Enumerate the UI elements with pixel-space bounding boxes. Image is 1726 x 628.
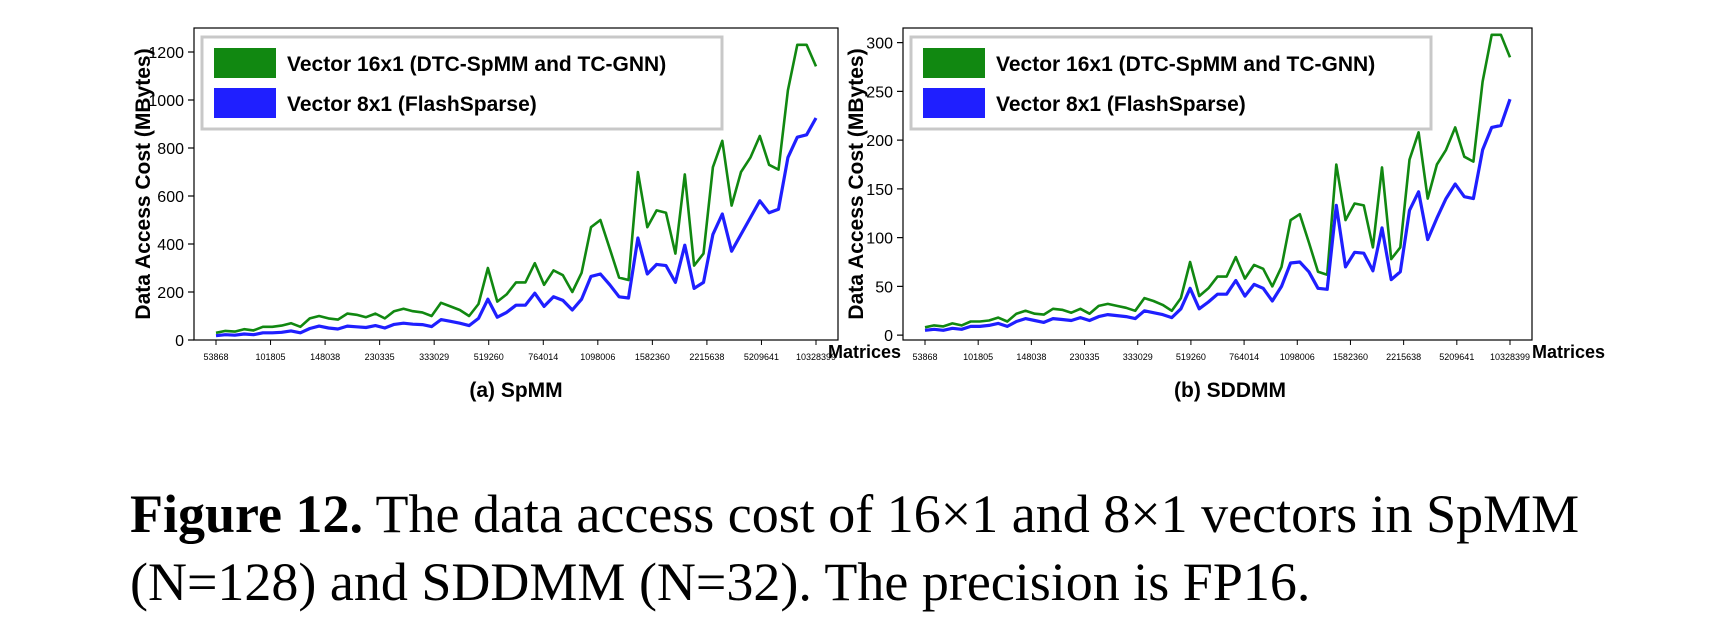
y-tick-label: 600 — [157, 189, 184, 206]
y-tick-label: 150 — [866, 182, 893, 199]
legend-swatch — [923, 88, 985, 118]
x-axis-label: Matrices — [1532, 342, 1605, 362]
legend-swatch — [923, 48, 985, 78]
legend-box — [200, 35, 724, 131]
x-tick-label: 5209641 — [744, 352, 779, 362]
plot-frame — [193, 27, 839, 341]
plot-frame — [902, 27, 1533, 341]
panel-title: (b) SDDMM — [1174, 379, 1286, 402]
x-tick-label: 2215638 — [1386, 352, 1421, 362]
x-axis-label: Matrices — [828, 342, 901, 362]
panel-title: (a) SpMM — [469, 379, 562, 402]
y-axis-label: Data Access Cost (MBytes) — [132, 48, 155, 319]
y-tick-label: 200 — [157, 285, 184, 302]
x-tick-label: 764014 — [528, 352, 558, 362]
caption-text: The data access cost of 16×1 and 8×1 vec… — [130, 484, 1580, 612]
y-tick-label: 0 — [175, 333, 184, 350]
y-tick-label: 100 — [866, 231, 893, 248]
y-tick-label: 800 — [157, 141, 184, 158]
series-line-vector-16x1 — [215, 43, 818, 335]
x-tick-label: 101805 — [963, 352, 993, 362]
x-tick-label: 53868 — [203, 352, 228, 362]
x-tick-label: 1098006 — [1280, 352, 1315, 362]
series-line-vector-8x1 — [924, 98, 1512, 332]
x-tick-label: 1582360 — [635, 352, 670, 362]
y-tick-label: 300 — [866, 36, 893, 53]
x-tick-label: 764014 — [1229, 352, 1259, 362]
x-tick-label: 148038 — [1016, 352, 1046, 362]
x-tick-label: 53868 — [912, 352, 937, 362]
x-tick-label: 1582360 — [1333, 352, 1368, 362]
legend-label: Vector 16x1 (DTC-SpMM and TC-GNN) — [996, 53, 1375, 76]
legend-box — [909, 35, 1433, 131]
y-tick-label: 250 — [866, 84, 893, 101]
x-tick-label: 230335 — [365, 352, 395, 362]
x-tick-label: 10328399 — [1490, 352, 1530, 362]
y-tick-label: 1200 — [148, 45, 184, 62]
legend-swatch — [214, 48, 276, 78]
series-line-vector-16x1 — [924, 33, 1512, 329]
y-tick-label: 50 — [875, 279, 893, 296]
x-tick-label: 148038 — [310, 352, 340, 362]
legend-label: Vector 16x1 (DTC-SpMM and TC-GNN) — [287, 53, 666, 76]
x-tick-label: 333029 — [419, 352, 449, 362]
x-tick-label: 230335 — [1070, 352, 1100, 362]
x-tick-label: 333029 — [1123, 352, 1153, 362]
legend-label: Vector 8x1 (FlashSparse) — [287, 93, 537, 116]
x-tick-label: 1098006 — [580, 352, 615, 362]
y-tick-label: 200 — [866, 133, 893, 150]
x-tick-label: 519260 — [474, 352, 504, 362]
x-tick-label: 101805 — [256, 352, 286, 362]
x-tick-label: 2215638 — [689, 352, 724, 362]
x-tick-label: 519260 — [1176, 352, 1206, 362]
series-line-vector-8x1 — [215, 117, 818, 338]
y-tick-label: 1000 — [148, 93, 184, 110]
panel-sddmm: 0 50 100 150 200 250 300 53868 101805 148038 23033… — [845, 27, 1605, 402]
figure-caption: Figure 12. The data access cost of 16×1 … — [130, 480, 1630, 616]
y-tick-label: 400 — [157, 237, 184, 254]
legend-label: Vector 8x1 (FlashSparse) — [996, 93, 1246, 116]
y-axis-label: Data Access Cost (MBytes) — [845, 48, 868, 319]
x-tick-label: 5209641 — [1439, 352, 1474, 362]
legend-swatch — [214, 88, 276, 118]
x-tick-label: 10328399 — [796, 352, 836, 362]
caption-label: Figure 12. — [130, 484, 363, 544]
y-tick-label: 0 — [884, 328, 893, 345]
